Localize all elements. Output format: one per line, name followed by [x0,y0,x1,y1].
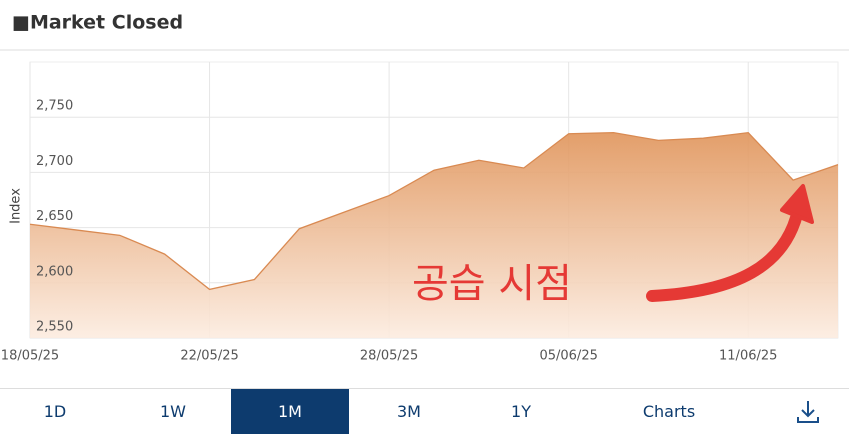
tab[interactable]: Charts [642,402,696,421]
y-tick-label: 2,600 [36,264,73,279]
download-icon[interactable] [793,397,823,427]
y-tick-label: 2,550 [36,320,73,335]
area [30,132,838,338]
line [29,131,839,291]
y-tick-label: 2,750 [36,99,73,114]
y-axis-label: Index [9,188,24,224]
tab[interactable]: 1Y [511,402,531,421]
chart-title: ■Market Closed [12,12,183,34]
annotation: 공습 시점 [412,261,572,307]
tab-separator [0,388,849,389]
x-tick-label: 22/05/25 [180,349,238,364]
chart: ■Market Closed Index 2,550 2,600 2,650 2,70… [0,12,849,364]
x-tick-label: 18/05/25 [1,349,59,364]
x-tick-label: 28/05/25 [360,349,418,364]
y-tick-label: 2,700 [36,154,73,169]
x-tick-label: 11/06/25 [719,349,777,364]
x-tick-label: 05/06/25 [539,349,597,364]
y-tick-label: 2,650 [36,209,73,224]
tab[interactable]: 1M [231,389,349,434]
tab[interactable]: 1W [160,402,186,421]
tab[interactable]: 1D [43,402,67,421]
annotation-arrow [646,194,806,302]
tab[interactable]: 3M [397,402,421,421]
arrow-head [780,184,814,224]
